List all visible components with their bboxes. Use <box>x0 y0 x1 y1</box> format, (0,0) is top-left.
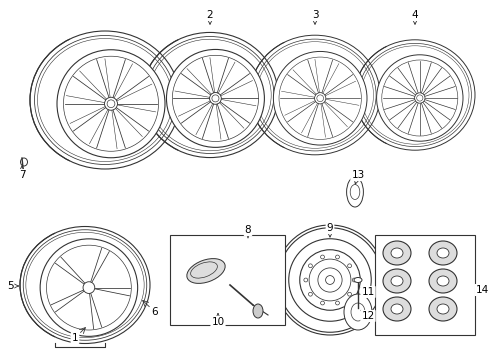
Text: 7: 7 <box>19 170 25 180</box>
Ellipse shape <box>167 49 265 147</box>
Ellipse shape <box>315 93 326 104</box>
Text: 10: 10 <box>212 317 224 327</box>
Bar <box>170 235 285 325</box>
Text: 8: 8 <box>245 225 251 235</box>
Ellipse shape <box>309 264 312 268</box>
Ellipse shape <box>336 301 340 305</box>
Ellipse shape <box>304 278 308 282</box>
Ellipse shape <box>347 264 351 268</box>
Text: 13: 13 <box>351 170 365 180</box>
Ellipse shape <box>352 278 356 282</box>
Ellipse shape <box>391 248 403 258</box>
Text: 2: 2 <box>207 10 213 20</box>
Ellipse shape <box>429 269 457 293</box>
Ellipse shape <box>429 241 457 265</box>
Ellipse shape <box>383 241 411 265</box>
Text: 3: 3 <box>312 10 318 20</box>
Ellipse shape <box>320 301 324 305</box>
Ellipse shape <box>83 282 95 293</box>
Text: 1: 1 <box>72 333 78 343</box>
Text: 9: 9 <box>327 223 333 233</box>
Text: 6: 6 <box>152 307 158 317</box>
Ellipse shape <box>416 95 423 101</box>
Ellipse shape <box>57 50 165 158</box>
Ellipse shape <box>344 294 372 330</box>
Ellipse shape <box>354 278 362 283</box>
Bar <box>375 235 475 335</box>
Text: 12: 12 <box>362 311 375 321</box>
Ellipse shape <box>377 55 463 141</box>
Ellipse shape <box>325 276 334 284</box>
Text: 14: 14 <box>475 285 489 295</box>
Ellipse shape <box>437 276 449 286</box>
Ellipse shape <box>104 97 118 110</box>
Ellipse shape <box>391 304 403 314</box>
Ellipse shape <box>391 276 403 286</box>
Ellipse shape <box>309 292 312 296</box>
Ellipse shape <box>383 297 411 321</box>
Ellipse shape <box>437 304 449 314</box>
Ellipse shape <box>187 258 225 283</box>
Text: 5: 5 <box>7 281 13 291</box>
Ellipse shape <box>346 177 364 207</box>
Ellipse shape <box>212 95 219 102</box>
Ellipse shape <box>415 93 425 103</box>
Ellipse shape <box>429 297 457 321</box>
Ellipse shape <box>273 51 367 145</box>
Ellipse shape <box>317 95 323 102</box>
Ellipse shape <box>253 304 263 318</box>
Text: 11: 11 <box>362 287 375 297</box>
Ellipse shape <box>347 292 351 296</box>
Ellipse shape <box>437 248 449 258</box>
Ellipse shape <box>320 255 324 259</box>
Ellipse shape <box>383 269 411 293</box>
Ellipse shape <box>210 93 221 104</box>
Ellipse shape <box>275 225 385 335</box>
Text: 4: 4 <box>412 10 418 20</box>
Ellipse shape <box>107 100 115 108</box>
Ellipse shape <box>40 239 138 336</box>
Ellipse shape <box>336 255 340 259</box>
